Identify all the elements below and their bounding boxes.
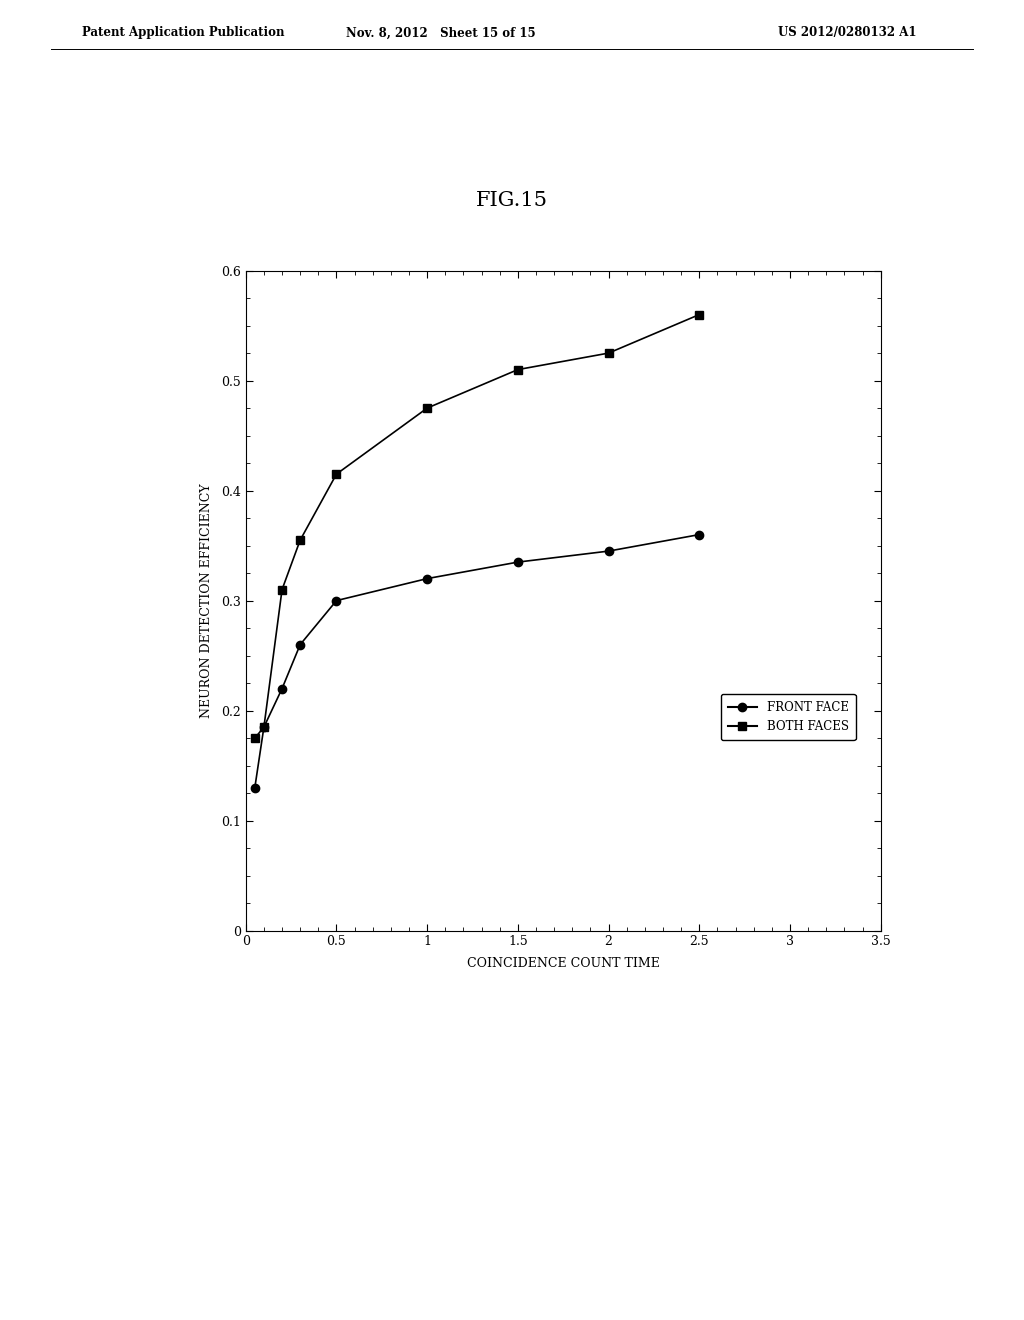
Legend: FRONT FACE, BOTH FACES: FRONT FACE, BOTH FACES [721, 694, 856, 741]
BOTH FACES [249, 730, 261, 746]
FRONT FACE [294, 636, 306, 652]
FRONT FACE [258, 719, 270, 735]
FRONT FACE [512, 554, 524, 570]
Text: FIG.15: FIG.15 [476, 191, 548, 210]
Line: FRONT FACE: FRONT FACE [251, 531, 703, 792]
FRONT FACE [331, 593, 343, 609]
BOTH FACES [331, 466, 343, 482]
FRONT FACE [275, 681, 288, 697]
FRONT FACE [602, 544, 614, 560]
BOTH FACES [421, 400, 433, 416]
BOTH FACES [512, 362, 524, 378]
Text: Nov. 8, 2012   Sheet 15 of 15: Nov. 8, 2012 Sheet 15 of 15 [345, 26, 536, 40]
Text: Patent Application Publication: Patent Application Publication [82, 26, 285, 40]
BOTH FACES [294, 532, 306, 548]
Line: BOTH FACES: BOTH FACES [251, 310, 703, 742]
Y-axis label: NEURON DETECTION EFFICIENCY: NEURON DETECTION EFFICIENCY [200, 483, 213, 718]
BOTH FACES [275, 582, 288, 598]
BOTH FACES [693, 306, 706, 322]
FRONT FACE [249, 780, 261, 796]
FRONT FACE [421, 570, 433, 586]
BOTH FACES [602, 346, 614, 362]
FRONT FACE [693, 527, 706, 543]
X-axis label: COINCIDENCE COUNT TIME: COINCIDENCE COUNT TIME [467, 957, 659, 970]
Text: US 2012/0280132 A1: US 2012/0280132 A1 [778, 26, 916, 40]
BOTH FACES [258, 719, 270, 735]
